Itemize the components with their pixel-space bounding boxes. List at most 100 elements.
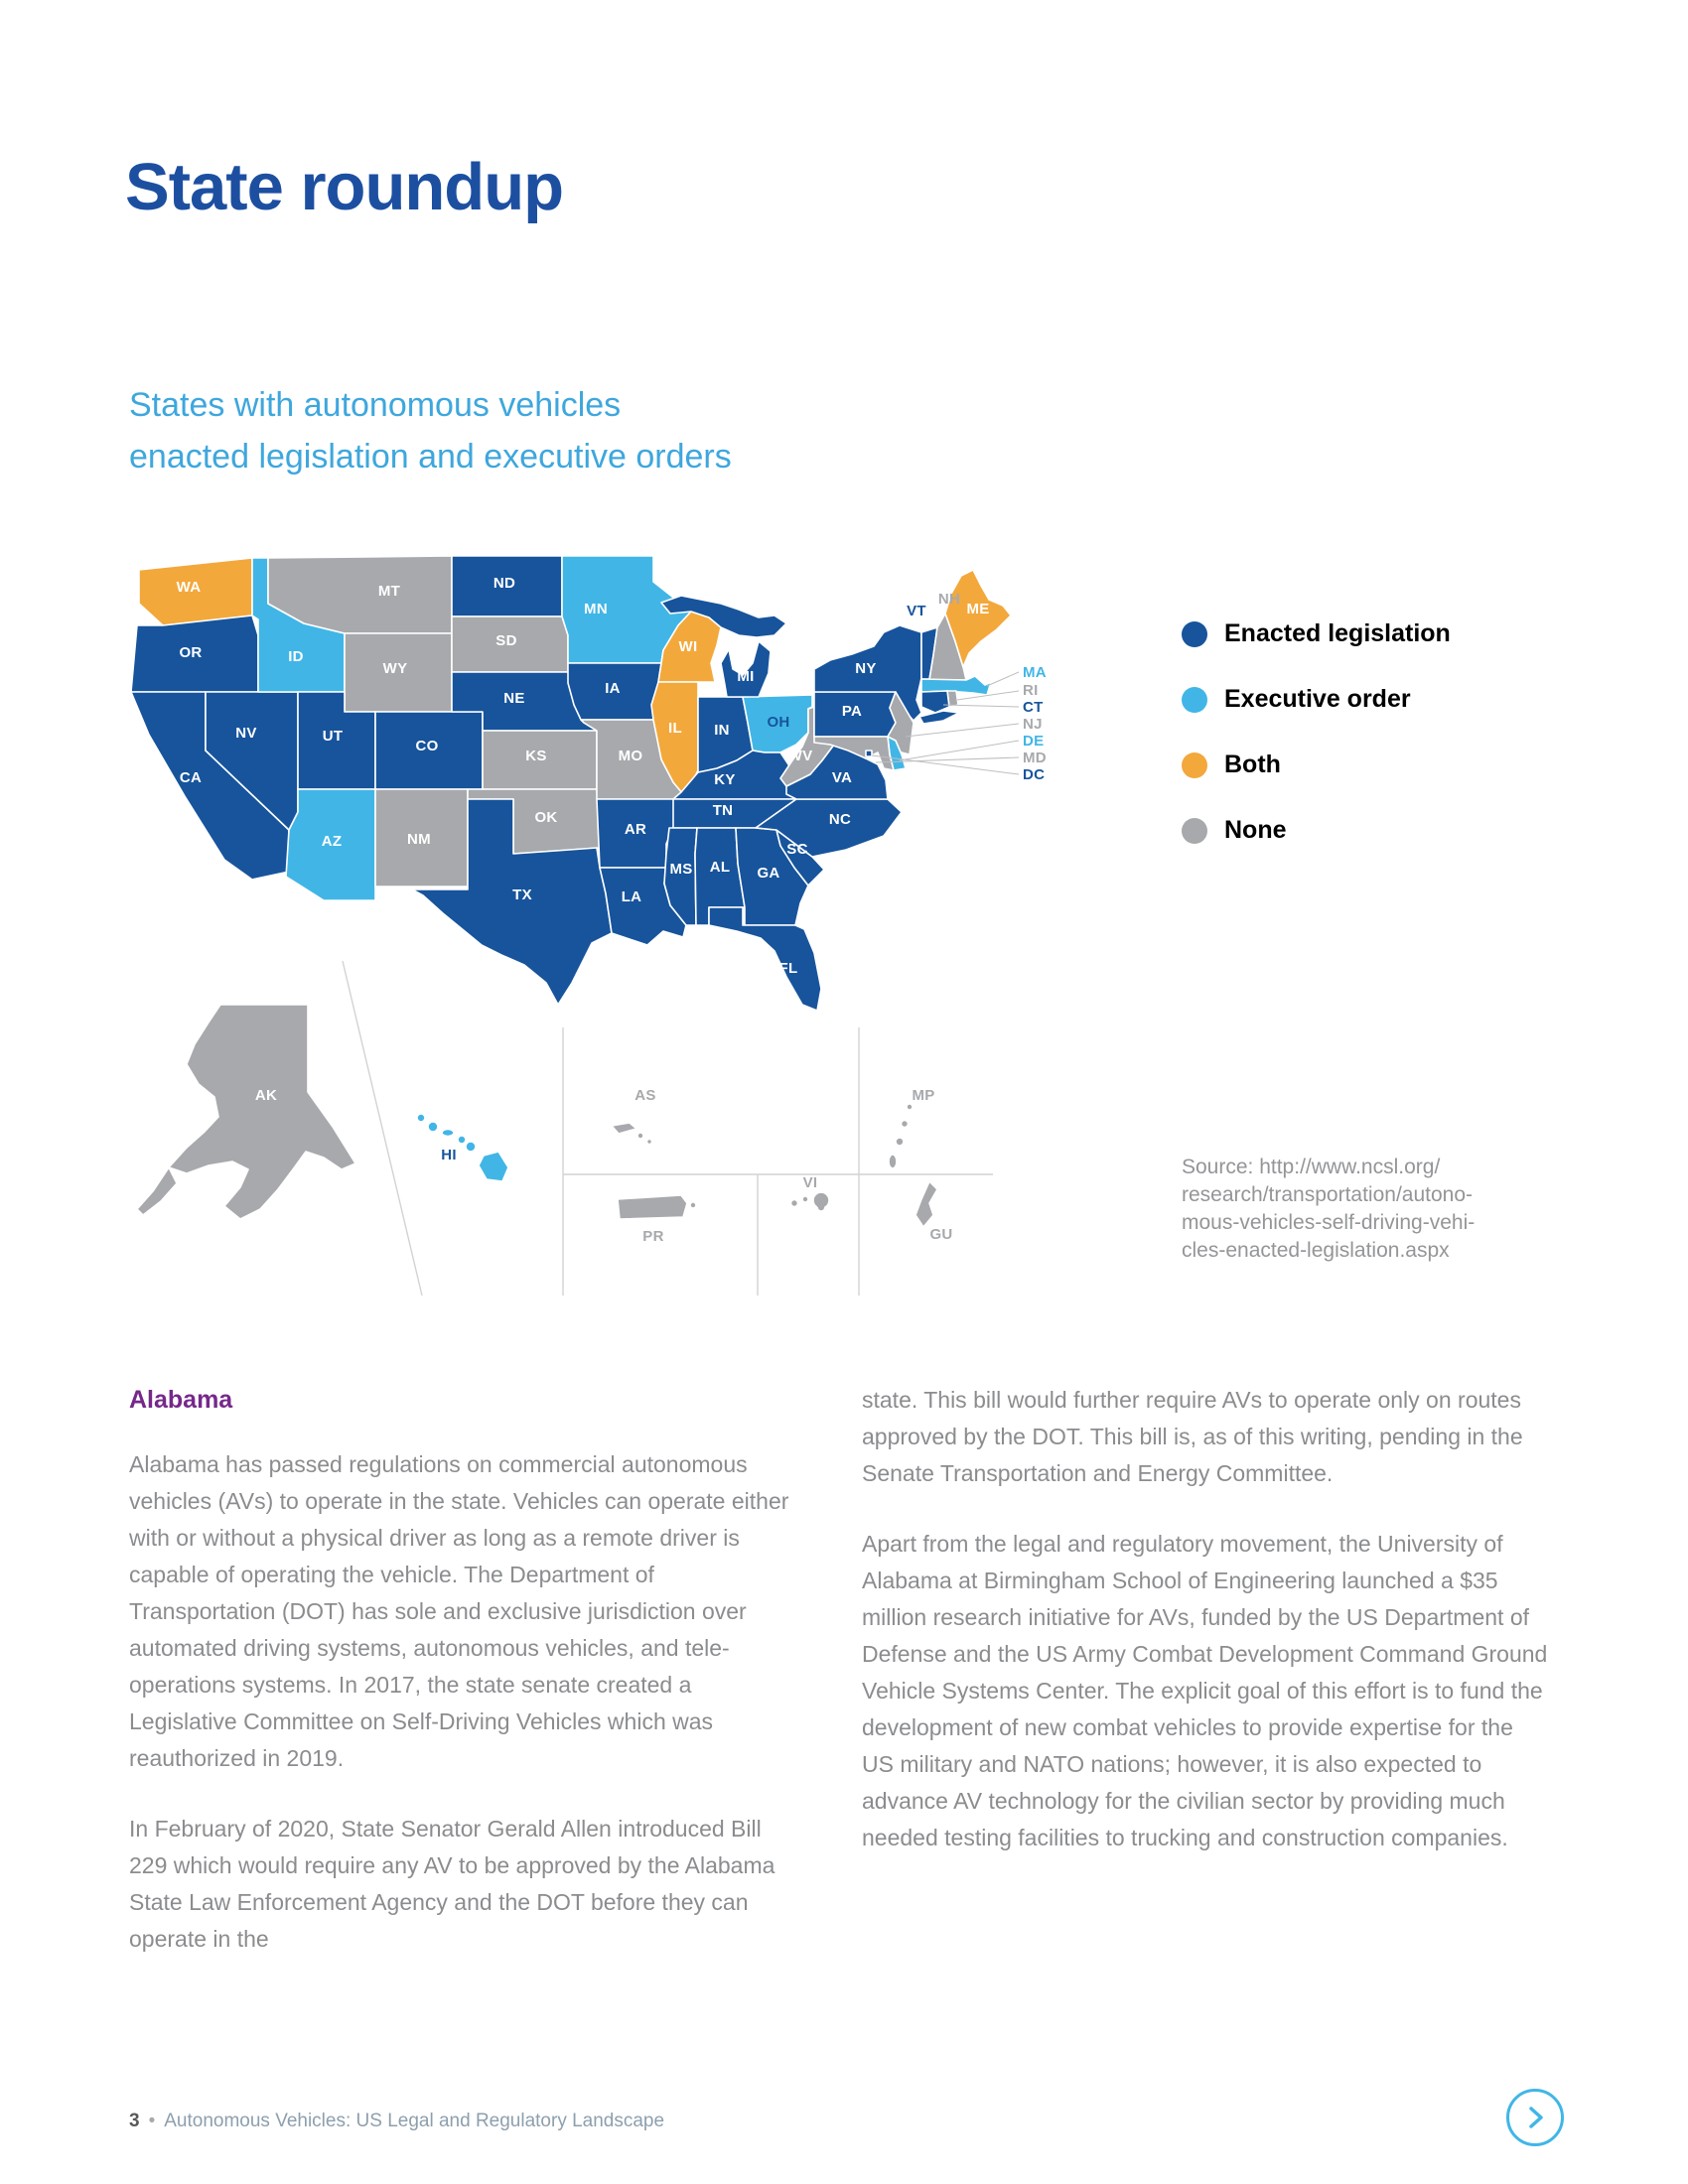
state-label-wy: WY xyxy=(383,660,408,677)
state-label-id: ID xyxy=(288,648,304,665)
state-label-il: IL xyxy=(668,720,682,737)
both-dot-icon xyxy=(1182,751,1207,778)
legend-item-executive: Executive order xyxy=(1182,685,1451,714)
state-label-mi: MI xyxy=(737,668,754,685)
state-label-gu: GU xyxy=(929,1226,952,1243)
state-me xyxy=(944,569,1012,668)
state-dc xyxy=(865,750,873,757)
state-label-co: CO xyxy=(415,738,438,754)
state-label-mt: MT xyxy=(378,583,400,600)
executive-order-dot-icon xyxy=(1182,686,1207,713)
state-hi xyxy=(416,1113,509,1182)
paragraph: In February of 2020, State Senator Geral… xyxy=(129,1816,775,1952)
state-md xyxy=(813,736,895,771)
state-label-nj: NJ xyxy=(1023,716,1043,733)
inset-divider-lines xyxy=(342,960,993,1297)
chevron-right-icon xyxy=(1529,2107,1543,2128)
source-line: research/transportation/autono- xyxy=(1182,1183,1474,1206)
state-label-ky: KY xyxy=(714,771,735,788)
source-line: Source: http://www.ncsl.org/ xyxy=(1182,1156,1441,1178)
state-label-fl: FL xyxy=(779,960,798,977)
next-page-button[interactable] xyxy=(1506,2089,1564,2146)
legend-item-none: None xyxy=(1182,816,1451,845)
page-title: State roundup xyxy=(125,150,564,224)
article-heading: Alabama xyxy=(129,1386,233,1414)
legend-label: None xyxy=(1224,816,1287,844)
paragraph: state. This bill would further require A… xyxy=(862,1387,1523,1486)
source-line: cles-enacted-legislation.aspx xyxy=(1182,1239,1450,1262)
state-label-sc: SC xyxy=(786,841,807,858)
state-label-wv: WV xyxy=(788,748,813,764)
state-label-in: IN xyxy=(714,722,730,739)
footer-text: Autonomous Vehicles: US Legal and Regula… xyxy=(164,2111,665,2131)
leader-line-nj xyxy=(905,723,1020,738)
state-label-vi: VI xyxy=(803,1174,818,1191)
footer-bullet: • xyxy=(148,2111,156,2131)
leader-line-ct xyxy=(942,704,1020,708)
state-label-al: AL xyxy=(710,859,731,876)
legend-label: Enacted legislation xyxy=(1224,619,1451,647)
state-label-ak: AK xyxy=(255,1087,277,1104)
us-states-map: WA OR CA NV ID MT WY UT AZ CO NM ND SD NE KS OK TX MN IA MO… xyxy=(129,555,1112,1297)
state-label-me: ME xyxy=(966,601,989,617)
legend-item-enacted: Enacted legislation xyxy=(1182,619,1451,648)
state-label-nd: ND xyxy=(493,575,515,592)
state-label-vt: VT xyxy=(907,603,926,619)
state-label-hi: HI xyxy=(441,1147,457,1163)
state-label-ne: NE xyxy=(503,690,524,707)
state-oh xyxy=(742,694,813,753)
state-tx xyxy=(411,798,613,1006)
page-footer: 3 • Autonomous Vehicles: US Legal and Regu… xyxy=(129,2111,664,2132)
none-dot-icon xyxy=(1182,817,1207,844)
state-mi xyxy=(660,595,787,698)
state-label-nh: NH xyxy=(938,591,960,608)
state-label-ut: UT xyxy=(323,728,344,745)
state-label-ms: MS xyxy=(669,861,692,878)
leader-line-dc xyxy=(871,754,1020,775)
state-label-wa: WA xyxy=(177,579,202,596)
state-ct xyxy=(920,690,950,714)
state-label-az: AZ xyxy=(322,833,343,850)
state-label-nm: NM xyxy=(407,831,431,848)
state-label-ok: OK xyxy=(534,809,557,826)
leader-line-ma xyxy=(986,671,1020,687)
legend-label: Both xyxy=(1224,751,1281,778)
source-line: mous-vehicles-self-driving-vehi- xyxy=(1182,1211,1476,1234)
state-label-as: AS xyxy=(634,1087,655,1104)
source-note: Source: http://www.ncsl.org/ research/tr… xyxy=(1182,1154,1475,1265)
legend-label: Executive order xyxy=(1224,685,1411,713)
paragraph: Alabama has passed regulations on commer… xyxy=(129,1451,789,1771)
state-label-ma: MA xyxy=(1023,664,1047,681)
article-column-right: state. This bill would further require A… xyxy=(862,1382,1549,1890)
state-label-ny: NY xyxy=(855,660,876,677)
map-legend: Enacted legislation Executive order Both… xyxy=(1182,619,1451,845)
leader-line-ri xyxy=(956,690,1020,701)
state-label-la: LA xyxy=(622,888,642,905)
leader-line-md xyxy=(875,756,1020,763)
state-label-ga: GA xyxy=(757,865,779,882)
state-label-de: DE xyxy=(1023,733,1044,750)
map-subtitle-line1: States with autonomous vehicles xyxy=(129,386,622,424)
state-label-ct: CT xyxy=(1023,699,1044,716)
state-label-ks: KS xyxy=(525,748,546,764)
state-label-mp: MP xyxy=(912,1087,934,1104)
paragraph: Apart from the legal and regulatory move… xyxy=(862,1531,1548,1850)
article-column-left: Alabama Alabama has passed regulations o… xyxy=(129,1382,804,1991)
state-mp xyxy=(888,1103,914,1169)
state-label-ar: AR xyxy=(625,821,646,838)
state-ak xyxy=(136,1004,356,1220)
map-subtitle: States with autonomous vehicles enacted … xyxy=(129,379,732,482)
enacted-legislation-dot-icon xyxy=(1182,620,1207,647)
map-subtitle-line2: enacted legislation and executive orders xyxy=(129,438,732,476)
state-label-pa: PA xyxy=(842,703,862,720)
leader-line-de xyxy=(899,740,1020,761)
state-label-pr: PR xyxy=(642,1228,663,1245)
page-number: 3 xyxy=(129,2111,140,2131)
state-label-or: OR xyxy=(179,644,202,661)
state-label-dc: DC xyxy=(1023,766,1045,783)
state-fl xyxy=(708,906,822,1012)
state-label-oh: OH xyxy=(767,714,789,731)
state-label-ri: RI xyxy=(1023,682,1039,699)
state-as xyxy=(611,1122,653,1146)
